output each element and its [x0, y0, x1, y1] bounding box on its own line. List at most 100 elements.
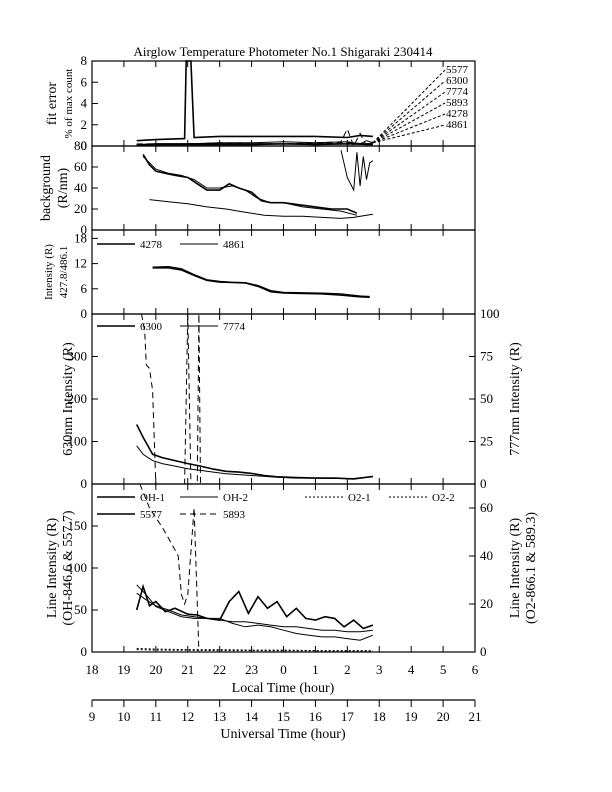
local-time-tick-label: 0 — [280, 662, 287, 677]
legend-leader-5577 — [372, 69, 446, 144]
y-tick-label: 40 — [74, 180, 87, 195]
y-axis-label-right: Line Intensity (R) — [508, 518, 523, 619]
y-axis-label-right: 777nm Intensity (R) — [508, 342, 523, 456]
y-tick-label: 0 — [81, 306, 88, 321]
y-axis-label-left: 630nm Intensity (R) — [61, 342, 76, 456]
y-tick-label-right: 60 — [480, 500, 493, 515]
y-tick-label: 4 — [81, 96, 88, 111]
y-tick-label: 0 — [81, 138, 88, 153]
legend-label-7774: 7774 — [446, 86, 469, 98]
series-4278 — [152, 267, 370, 298]
universal-time-tick-label: 10 — [117, 709, 130, 724]
y-tick-label-right: 20 — [480, 596, 493, 611]
universal-time-tick-label: 18 — [373, 709, 386, 724]
local-time-axis-label: Local Time (hour) — [232, 681, 335, 696]
series-upper-b — [142, 156, 358, 216]
series-upper-a — [142, 153, 358, 214]
local-time-tick-label: 1 — [312, 662, 319, 677]
series-oh-1 — [135, 583, 374, 630]
local-time-tick-label: 23 — [245, 662, 258, 677]
universal-time-tick-label: 14 — [245, 709, 259, 724]
universal-time-tick-label: 9 — [89, 709, 96, 724]
panel-frame-2 — [91, 145, 476, 231]
y-tick-label: 100 — [68, 560, 88, 575]
y-tick-label: 8 — [81, 53, 88, 68]
y-tick-label-right: 25 — [480, 434, 493, 449]
universal-time-tick-label: 16 — [309, 709, 323, 724]
y-tick-label: 6 — [81, 74, 88, 89]
series-4861 — [152, 265, 370, 297]
legend-leader-4278 — [372, 113, 446, 144]
y-tick-label: 20 — [74, 201, 87, 216]
legend-label-5893: 5893 — [223, 509, 246, 521]
y-tick-label: 80 — [74, 138, 87, 153]
legend-label-7774: 7774 — [223, 321, 246, 333]
universal-time-tick-label: 11 — [150, 709, 163, 724]
y-tick-label-right: 0 — [480, 476, 487, 491]
series-lower — [149, 199, 373, 219]
legend-leader-5893 — [372, 102, 446, 144]
y-axis-label: Intensity (R) — [43, 244, 55, 300]
y-tick-label: 100 — [68, 434, 88, 449]
y-axis-label: (R/nm) — [56, 167, 71, 208]
universal-time-tick-label: 15 — [277, 709, 290, 724]
legend-label-6300: 6300 — [446, 75, 469, 87]
local-time-tick-label: 19 — [117, 662, 130, 677]
y-tick-label: 18 — [74, 230, 87, 245]
local-time-tick-label: 5 — [440, 662, 447, 677]
local-time-tick-label: 18 — [86, 662, 99, 677]
y-tick-label: 200 — [68, 391, 88, 406]
y-axis-label-left: Line Intensity (R) — [45, 518, 60, 619]
y-axis-label: % of max count — [63, 69, 75, 139]
series-o2-2 — [136, 649, 373, 652]
universal-time-axis-label: Universal Time (hour) — [220, 727, 346, 742]
y-tick-label: 0 — [81, 476, 88, 491]
local-time-tick-label: 22 — [213, 662, 226, 677]
series-oh-2 — [136, 592, 373, 633]
legend-leader-6300 — [372, 80, 446, 144]
y-tick-label-right: 100 — [480, 306, 500, 321]
series-6300 — [135, 424, 374, 480]
local-time-tick-label: 6 — [472, 662, 479, 677]
series-o2-1 — [136, 647, 373, 652]
y-tick-label: 2 — [81, 117, 88, 132]
plot-area: 18 19 20 21 22 23 0 1 2 3 4 5 69 10 11 12 13 14 15 16 17 18 19… — [39, 53, 539, 724]
y-axis-label-left: (OH-846.6 & 557.7) — [61, 510, 76, 625]
universal-time-tick-label: 20 — [437, 709, 450, 724]
series-4861 — [136, 143, 373, 146]
y-tick-label: 0 — [81, 222, 88, 237]
series-5893 — [139, 483, 200, 653]
universal-time-tick-label: 17 — [341, 709, 355, 724]
legend-label-o2-2: O2-2 — [432, 492, 455, 504]
universal-time-tick-label: 21 — [469, 709, 482, 724]
y-tick-label: 12 — [74, 256, 87, 271]
y-tick-label-right: 40 — [480, 548, 493, 563]
local-time-tick-label: 2 — [344, 662, 351, 677]
legend-label-oh-1: OH-1 — [140, 492, 165, 504]
series-7774 — [141, 313, 201, 485]
legend-label-4861: 4861 — [223, 239, 245, 251]
legend-label-5893: 5893 — [446, 97, 469, 109]
y-tick-label: 50 — [74, 602, 87, 617]
y-tick-label: 0 — [81, 644, 88, 659]
y-axis-label: background — [39, 155, 54, 221]
y-tick-label-right: 50 — [480, 391, 493, 406]
y-tick-label: 60 — [74, 159, 87, 174]
y-tick-label-right: 0 — [480, 644, 487, 659]
universal-time-tick-label: 12 — [181, 709, 194, 724]
local-time-tick-label: 3 — [376, 662, 383, 677]
legend-leader-7774 — [372, 91, 446, 144]
legend-leader-4861 — [372, 124, 446, 144]
y-tick-label: 300 — [68, 349, 88, 364]
local-time-tick-label: 21 — [181, 662, 194, 677]
legend-label-5577: 5577 — [140, 509, 163, 521]
series-spike — [340, 150, 374, 192]
y-axis-label: fit error — [45, 82, 60, 125]
legend-label-4278: 4278 — [446, 108, 469, 120]
legend-label-oh-2: OH-2 — [223, 492, 248, 504]
y-axis-label-right: (O2-866.1 & 589.3) — [524, 512, 539, 624]
series-5577 — [136, 584, 374, 641]
series-6300 — [136, 60, 373, 142]
legend-label-5577: 5577 — [446, 64, 469, 76]
